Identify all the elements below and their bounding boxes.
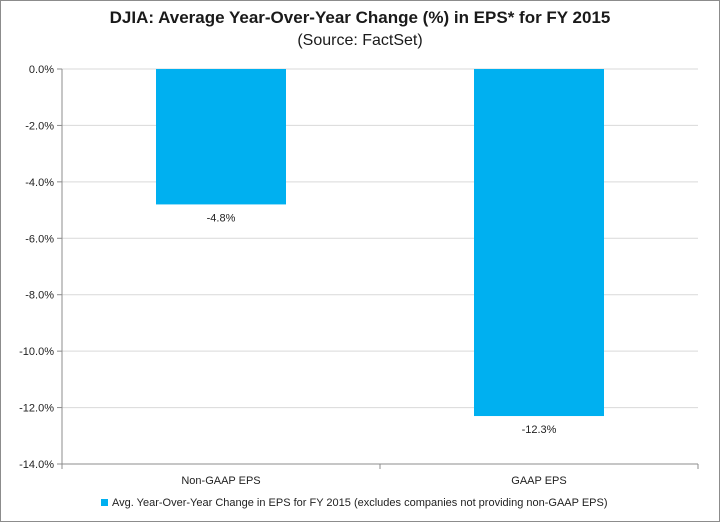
bar [474, 69, 604, 417]
category-label: GAAP EPS [511, 475, 566, 487]
bars [156, 69, 604, 417]
chart-subtitle: (Source: FactSet) [297, 32, 423, 49]
legend-swatch [101, 499, 108, 506]
data-label: -4.8% [207, 212, 236, 224]
data-label: -12.3% [522, 424, 557, 436]
y-tick-label: -14.0% [19, 459, 54, 471]
legend: Avg. Year-Over-Year Change in EPS for FY… [101, 497, 608, 509]
y-tick-label: 0.0% [29, 64, 54, 76]
y-tick-label: -8.0% [25, 290, 54, 302]
y-tick-label: -6.0% [25, 233, 54, 245]
y-tick-label: -10.0% [19, 346, 54, 358]
legend-label: Avg. Year-Over-Year Change in EPS for FY… [112, 497, 608, 509]
y-tick-label: -12.0% [19, 403, 54, 415]
y-axis: 0.0% -2.0% -4.0% -6.0% -8.0% -10.0% -12.0% -14.… [19, 64, 699, 471]
category-label: Non-GAAP EPS [181, 475, 260, 487]
chart-title: DJIA: Average Year-Over-Year Change (%) … [109, 8, 611, 27]
bar [156, 69, 286, 205]
category-labels: Non-GAAP EPS GAAP EPS [181, 475, 566, 487]
y-tick-label: -2.0% [25, 120, 54, 132]
data-labels: -4.8% -12.3% [207, 212, 557, 436]
y-tick-label: -4.0% [25, 177, 54, 189]
